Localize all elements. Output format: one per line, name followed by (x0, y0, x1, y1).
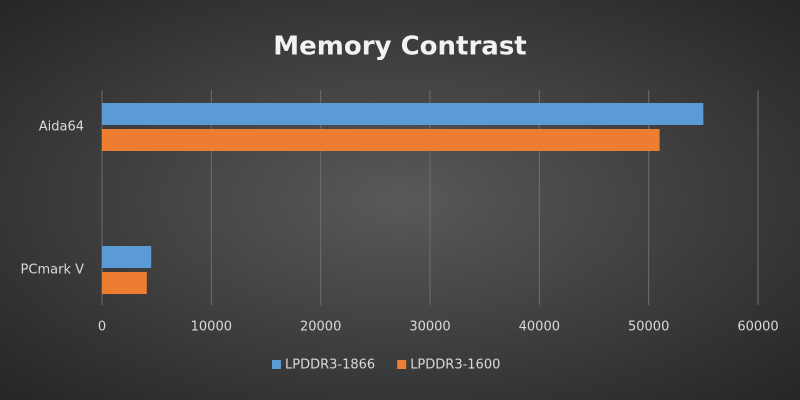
legend-label: LPDDR3-1600 (410, 358, 500, 373)
bar (102, 129, 660, 151)
legend-swatch (272, 360, 281, 369)
x-tick-label: 50000 (628, 320, 669, 335)
x-tick-label: 20000 (300, 320, 341, 335)
x-tick-label: 30000 (409, 320, 450, 335)
x-tick-label: 0 (98, 320, 106, 335)
bar (102, 246, 152, 268)
x-tick-label: 10000 (191, 320, 232, 335)
legend-label: LPDDR3-1866 (285, 358, 375, 373)
legend-swatch (397, 360, 407, 369)
x-tick-label: 40000 (519, 320, 560, 335)
x-tick-label: 60000 (737, 320, 778, 335)
y-tick-label: Aida64 (39, 120, 84, 135)
bar (102, 103, 704, 125)
chart-title: Memory Contrast (273, 32, 526, 62)
bar (102, 272, 147, 294)
y-tick-label: PCmark V (21, 263, 85, 278)
